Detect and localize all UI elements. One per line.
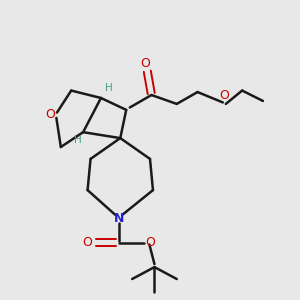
Text: O: O xyxy=(46,108,56,122)
Text: O: O xyxy=(141,57,151,70)
Text: H: H xyxy=(74,135,82,145)
Text: O: O xyxy=(219,89,229,102)
Text: O: O xyxy=(82,236,92,249)
Text: H: H xyxy=(104,83,112,93)
Text: N: N xyxy=(114,212,124,225)
Text: O: O xyxy=(145,236,155,249)
